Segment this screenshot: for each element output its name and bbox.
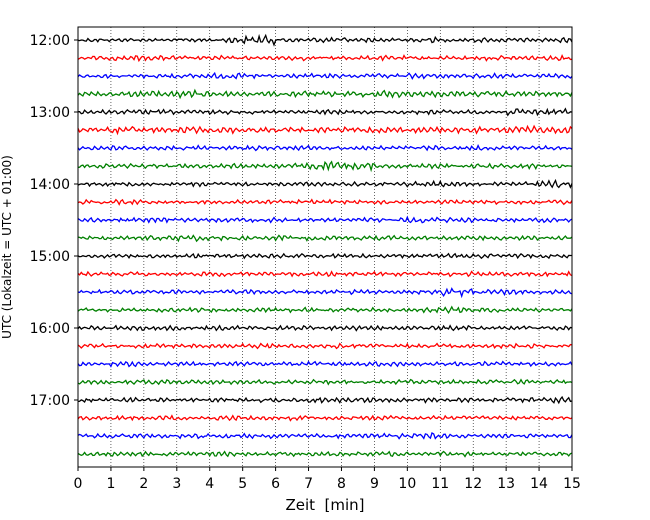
x-tick-label: 4 xyxy=(205,476,214,492)
x-tick-label: 9 xyxy=(370,476,379,492)
x-tick-label: 7 xyxy=(304,476,313,492)
seismogram-trace xyxy=(77,287,573,299)
x-tick-label: 14 xyxy=(530,476,548,492)
seismogram-trace xyxy=(77,395,573,405)
grid-lines xyxy=(110,27,540,467)
seismogram-trace xyxy=(77,178,573,189)
plot-frame xyxy=(77,26,573,468)
seismogram-trace xyxy=(77,450,573,458)
x-tick-label: 0 xyxy=(74,476,83,492)
seismogram-trace xyxy=(77,305,573,315)
x-tick-label: 1 xyxy=(106,476,115,492)
seismogram-trace xyxy=(77,144,573,152)
seismogram-trace xyxy=(77,270,573,278)
seismogram-trace xyxy=(77,432,573,440)
seismogram-trace xyxy=(77,324,573,332)
x-tick-label: 5 xyxy=(238,476,247,492)
seismogram-trace xyxy=(77,252,572,260)
seismogram-trace xyxy=(77,33,573,47)
y-tick-label: 15:00 xyxy=(30,249,70,265)
y-tick-label: 13:00 xyxy=(30,105,70,121)
y-axis-title: UTC (Lokalzeit = UTC + 01:00) xyxy=(0,155,14,339)
seismogram-trace xyxy=(77,342,573,350)
y-tick-label: 14:00 xyxy=(30,177,70,193)
trace-lines xyxy=(77,33,573,458)
x-tick-label: 3 xyxy=(172,476,181,492)
seismogram-trace xyxy=(77,198,573,206)
x-axis-ticks: 0 1 2 3 4 5 6 7 8 9 10 11 12 13 14 15 xyxy=(74,467,581,492)
seismogram-trace xyxy=(77,360,573,368)
x-axis-title: Zeit [min] xyxy=(285,496,364,514)
seismogram-trace xyxy=(77,71,573,80)
y-tick-label: 16:00 xyxy=(30,321,70,337)
seismogram-trace xyxy=(77,160,573,173)
y-tick-label: 17:00 xyxy=(30,393,70,409)
x-tick-label: 13 xyxy=(497,476,515,492)
seismogram-trace xyxy=(78,107,573,117)
x-tick-label: 11 xyxy=(431,476,449,492)
x-tick-label: 12 xyxy=(464,476,482,492)
y-axis-ticks: 12:00 13:00 14:00 15:00 16:00 17:00 xyxy=(30,33,78,409)
y-tick-label: 12:00 xyxy=(30,33,70,49)
x-tick-label: 6 xyxy=(271,476,280,492)
seismogram-trace xyxy=(77,378,573,386)
x-tick-label: 2 xyxy=(139,476,148,492)
seismogram-trace xyxy=(77,54,573,63)
x-tick-label: 8 xyxy=(337,476,346,492)
seismogram-trace xyxy=(77,414,573,422)
seismogram-trace xyxy=(77,88,573,100)
x-tick-label: 15 xyxy=(563,476,581,492)
seismogram-trace xyxy=(77,215,573,224)
seismogram-trace xyxy=(77,234,573,243)
seismogram-trace xyxy=(77,124,573,136)
x-tick-label: 10 xyxy=(398,476,416,492)
